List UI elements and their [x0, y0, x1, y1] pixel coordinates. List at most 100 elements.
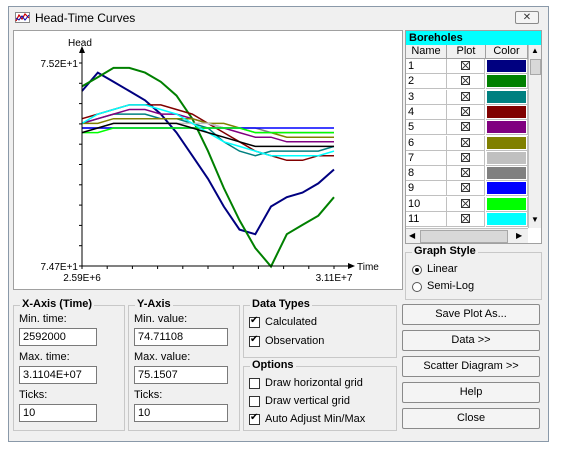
color-swatch[interactable]: [487, 121, 526, 134]
help-button[interactable]: Help: [402, 382, 540, 403]
save-plot-button[interactable]: Save Plot As...: [402, 304, 540, 325]
y-axis-arrow-icon: [79, 46, 85, 53]
borehole-row[interactable]: 11: [406, 212, 528, 227]
borehole-row[interactable]: 1: [406, 59, 528, 74]
calculated-checkbox[interactable]: [249, 315, 260, 328]
x-axis-group: X-Axis (Time) Min. time: 2592000 Max. ti…: [13, 298, 125, 431]
scroll-left-icon[interactable]: ◀: [409, 231, 416, 240]
borehole-name: 5: [406, 120, 447, 136]
borehole-row[interactable]: 5: [406, 120, 528, 136]
series-line-10: [82, 127, 334, 134]
color-swatch[interactable]: [487, 60, 526, 72]
color-swatch[interactable]: [487, 213, 526, 225]
observation-label[interactable]: Observation: [265, 335, 325, 347]
vertical-grid-label[interactable]: Draw vertical grid: [265, 395, 350, 407]
y-ticks-input[interactable]: 10: [134, 404, 228, 422]
plot-checkbox[interactable]: [461, 122, 470, 132]
observation-checkbox[interactable]: [249, 334, 260, 347]
vertical-grid-checkbox[interactable]: [249, 396, 260, 407]
y-axis-label: Head: [68, 38, 92, 49]
auto-adjust-checkbox[interactable]: [249, 412, 260, 425]
min-time-input[interactable]: 2592000: [19, 328, 97, 346]
borehole-row[interactable]: 9: [406, 181, 528, 197]
calculated-label[interactable]: Calculated: [265, 316, 317, 328]
boreholes-vertical-scrollbar[interactable]: ▲ ▼: [528, 45, 541, 228]
borehole-row[interactable]: 2: [406, 74, 528, 90]
borehole-color-cell[interactable]: [486, 135, 528, 151]
scroll-up-icon[interactable]: ▲: [531, 46, 539, 55]
column-name[interactable]: Name: [406, 45, 447, 59]
plot-checkbox[interactable]: [461, 152, 470, 162]
borehole-row[interactable]: 10: [406, 196, 528, 212]
borehole-color-cell[interactable]: [486, 59, 528, 74]
semi-log-radio[interactable]: [412, 282, 422, 292]
borehole-color-cell[interactable]: [486, 120, 528, 136]
max-value-input[interactable]: 75.1507: [134, 366, 228, 384]
plot-checkbox[interactable]: [461, 91, 470, 101]
plot-checkbox[interactable]: [461, 183, 470, 193]
auto-adjust-label[interactable]: Auto Adjust Min/Max: [265, 413, 366, 425]
hscroll-thumb[interactable]: [420, 230, 508, 243]
close-button[interactable]: Close: [402, 408, 540, 429]
x-axis-title: X-Axis (Time): [20, 298, 95, 310]
color-swatch[interactable]: [487, 136, 526, 149]
horizontal-grid-checkbox[interactable]: [249, 378, 260, 389]
x-axis-label: Time: [357, 262, 379, 273]
plot-checkbox[interactable]: [461, 198, 470, 208]
borehole-name: 11: [406, 212, 447, 227]
color-swatch[interactable]: [487, 167, 526, 180]
borehole-row[interactable]: 4: [406, 104, 528, 120]
borehole-color-cell[interactable]: [486, 104, 528, 120]
linear-radio[interactable]: [412, 265, 422, 275]
borehole-row[interactable]: 8: [406, 166, 528, 182]
borehole-color-cell[interactable]: [486, 212, 528, 227]
min-value-input[interactable]: 74.71108: [134, 328, 228, 346]
borehole-row[interactable]: 6: [406, 135, 528, 151]
linear-label[interactable]: Linear: [427, 263, 458, 275]
horizontal-grid-label[interactable]: Draw horizontal grid: [265, 377, 363, 389]
semi-log-label[interactable]: Semi-Log: [427, 280, 475, 292]
close-window-button[interactable]: ✕: [515, 11, 539, 24]
scroll-down-icon[interactable]: ▼: [531, 215, 539, 224]
plot-checkbox[interactable]: [461, 61, 470, 70]
color-swatch[interactable]: [487, 197, 526, 210]
x-ticks-input[interactable]: 10: [19, 404, 97, 422]
plot-checkbox[interactable]: [461, 106, 470, 116]
borehole-row[interactable]: 3: [406, 89, 528, 105]
x-ticks-label: Ticks:: [19, 389, 48, 401]
borehole-name: 3: [406, 89, 447, 105]
plot-checkbox[interactable]: [461, 214, 470, 223]
borehole-color-cell[interactable]: [486, 196, 528, 212]
borehole-color-cell[interactable]: [486, 181, 528, 197]
column-plot[interactable]: Plot: [447, 45, 486, 59]
options-group: Options Draw horizontal grid Draw vertic…: [243, 359, 397, 431]
scroll-right-icon[interactable]: ▶: [516, 231, 523, 240]
chart-canvas: Head Time 7.52E+1 7.47E+12.59E+6 3.11E+7: [40, 38, 379, 284]
column-color[interactable]: Color: [486, 45, 528, 59]
color-swatch[interactable]: [487, 182, 526, 195]
plot-checkbox[interactable]: [461, 168, 470, 178]
borehole-plot-cell: [447, 120, 485, 136]
color-swatch[interactable]: [487, 75, 526, 88]
borehole-name: 8: [406, 166, 447, 182]
borehole-name: 1: [406, 59, 447, 74]
color-swatch[interactable]: [487, 105, 526, 118]
borehole-color-cell[interactable]: [486, 89, 528, 105]
borehole-color-cell[interactable]: [486, 74, 528, 90]
max-time-input[interactable]: 3.1104E+07: [19, 366, 97, 384]
color-swatch[interactable]: [487, 151, 526, 164]
scatter-diagram-button[interactable]: Scatter Diagram >>: [402, 356, 540, 377]
borehole-color-cell[interactable]: [486, 166, 528, 182]
window-title: Head-Time Curves: [35, 11, 136, 25]
plot-checkbox[interactable]: [461, 137, 470, 147]
plot-checkbox[interactable]: [461, 76, 470, 86]
data-button[interactable]: Data >>: [402, 330, 540, 351]
color-swatch[interactable]: [487, 90, 526, 103]
scroll-thumb[interactable]: [530, 59, 541, 75]
borehole-color-cell[interactable]: [486, 150, 528, 166]
borehole-row[interactable]: 7: [406, 150, 528, 166]
max-time-label: Max. time:: [19, 351, 70, 363]
boreholes-horizontal-scrollbar[interactable]: ◀ ▶: [406, 228, 528, 243]
y-axis-group: Y-Axis Min. value: 74.71108 Max. value: …: [128, 298, 240, 431]
borehole-plot-cell: [447, 135, 485, 151]
